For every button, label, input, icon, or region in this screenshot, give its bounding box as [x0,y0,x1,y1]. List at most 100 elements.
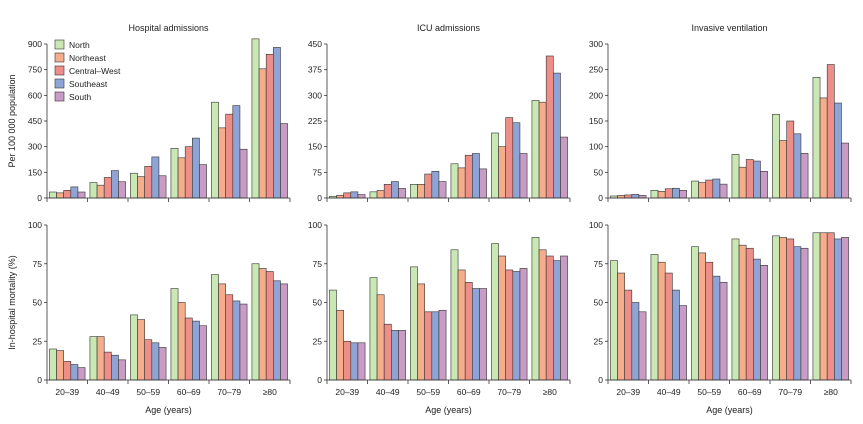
panel-title: Hospital admissions [128,23,209,33]
bar-southeast [70,364,79,381]
bar-south [679,190,687,199]
y-tick-label: 150 [28,167,42,177]
chart-panel-3: Invasive ventilation 0 50 100 150 200 250 300 [589,23,852,203]
panel-title: Invasive ventilation [691,23,767,33]
bar-northeast [417,184,425,199]
bar-north [89,336,98,381]
bar-southeast [151,156,160,199]
bar-south [841,142,849,199]
bar-north [491,243,499,381]
bar-northeast [218,283,226,381]
bar-north [130,314,138,381]
y-tick-label: 300 [28,142,42,152]
bar-northeast [96,184,105,199]
bar-north [772,235,780,381]
x-tick-label: 20–39 [55,387,79,397]
bar-north [410,184,418,199]
bar-central-west [624,289,633,381]
bar-southeast [834,102,842,199]
bar-north [772,114,780,199]
bar-central-west [103,351,112,381]
x-tick-label: 50–59 [136,387,160,397]
panel-title: ICU admissions [417,23,481,33]
y-tick-label: 225 [308,116,322,126]
bar-northeast [657,191,666,199]
bar-southeast [391,181,399,199]
legend-swatch-central-west [54,65,65,76]
bar-central-west [745,247,754,381]
x-tick-label: 50–59 [697,387,721,397]
bar-northeast [698,252,706,381]
bar-south [199,325,207,381]
x-tick-label: 50–59 [416,387,440,397]
bar-southeast [232,105,241,199]
bar-central-west [745,159,754,199]
bar-central-west [786,120,795,199]
y-tick-label: 900 [28,39,42,49]
y-axis-label: Per 100 000 population [7,74,17,167]
bar-northeast [417,283,425,381]
bar-south [719,183,728,199]
bar-central-west [265,53,274,199]
bar-northeast [698,182,706,199]
legend-label: North [69,40,90,50]
bar-southeast [70,186,79,199]
x-tick-label: 20–39 [616,387,640,397]
y-tick-label: 0 [317,193,322,203]
bar-north [650,254,659,381]
bar-central-west [383,184,392,199]
bar-south [77,367,86,381]
bar-northeast [258,268,267,381]
bar-central-west [383,323,392,381]
bar-south [719,282,728,381]
bar-northeast [376,190,385,199]
chart-panel-4: 0 25 50 75 100 20–39 40–49 50–59 60–69 70–79 ≥80 Ag… [7,220,291,415]
bar-north [491,132,499,199]
y-tick-label: 150 [308,142,322,152]
bar-southeast [512,122,521,199]
bar-north [49,191,57,199]
bar-southeast [712,178,721,199]
bar-south [760,171,768,199]
bar-south [199,164,207,199]
bar-southeast [472,153,480,199]
bar-north [531,100,540,199]
bar-central-west [184,146,193,199]
x-tick-label: 20–39 [335,387,359,397]
x-tick-label: 60–69 [738,387,762,397]
bar-south [841,237,849,381]
bar-northeast [457,167,466,199]
bar-central-west [705,261,714,381]
bar-northeast [218,127,226,199]
legend-swatch-southeast [54,78,65,89]
y-tick-label: 750 [28,65,42,75]
legend-label: Northeast [69,53,106,63]
bar-southeast [431,171,440,199]
bar-central-west [225,294,234,381]
bar-central-west [63,190,72,199]
bar-north [410,266,418,381]
bar-south [280,283,288,381]
bar-south [280,123,288,199]
bar-northeast [96,336,105,381]
bar-northeast [819,97,828,199]
chart-panel-1: Hospital admissions 0 150 300 450 600 750 900 Pe… [7,23,291,203]
bar-southeast [192,137,200,199]
y-tick-label: 75 [313,259,323,269]
bar-central-west [664,188,673,199]
bar-north [650,190,659,199]
bar-southeast [631,194,640,199]
bar-northeast [538,101,547,199]
bar-south [357,194,366,199]
y-tick-label: 50 [313,298,323,308]
y-tick-label: 250 [589,65,603,75]
legend-label: Central–West [69,66,121,76]
bar-north [49,348,57,381]
y-axis-label: In-hospital mortality (%) [7,255,17,350]
bar-southeast [512,271,521,381]
bar-north [691,246,699,381]
x-axis-label: Age (years) [706,405,753,415]
bar-southeast [553,72,561,199]
bar-north [610,260,618,381]
